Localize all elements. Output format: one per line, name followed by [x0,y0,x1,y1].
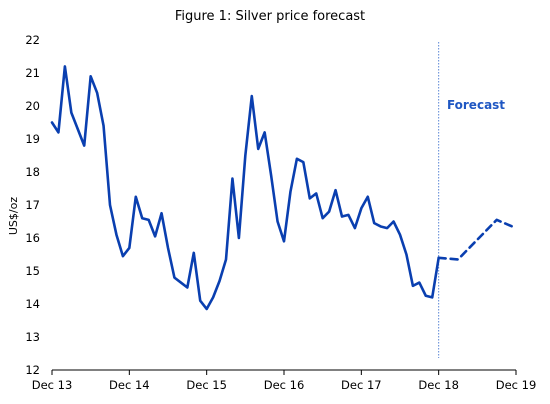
chart-title: Figure 1: Silver price forecast [175,9,365,24]
x-axis-ticks: Dec 13 Dec 14 Dec 15 Dec 16 Dec 17 Dec 18 Dec … [32,370,537,392]
y-tick-label: 14 [25,297,40,311]
x-tick-label: Dec 18 [418,378,459,392]
y-tick-label: 13 [25,330,40,344]
historical-series-line [50,65,440,311]
x-tick-label: Dec 17 [341,378,382,392]
y-tick-label: 19 [25,132,40,146]
y-tick-label: 17 [25,198,40,212]
forecast-label: Forecast [447,98,505,112]
x-tick-label: Dec 19 [496,378,537,392]
x-tick-label: Dec 14 [109,378,150,392]
y-tick-label: 18 [25,165,40,179]
x-tick-label: Dec 13 [32,378,73,392]
x-tick-label: Dec 15 [186,378,227,392]
forecast-series-line [437,218,518,261]
y-tick-label: 12 [25,363,40,377]
y-tick-label: 16 [25,231,40,245]
y-axis-ticks: 12 13 14 15 16 17 18 19 20 21 22 [25,33,40,377]
y-tick-label: 21 [25,66,40,80]
y-tick-label: 22 [25,33,40,47]
y-tick-label: 20 [25,99,40,113]
x-tick-label: Dec 16 [264,378,305,392]
y-tick-label: 15 [25,264,40,278]
series-layer [50,65,518,311]
y-axis-label: US$/oz [7,197,20,235]
